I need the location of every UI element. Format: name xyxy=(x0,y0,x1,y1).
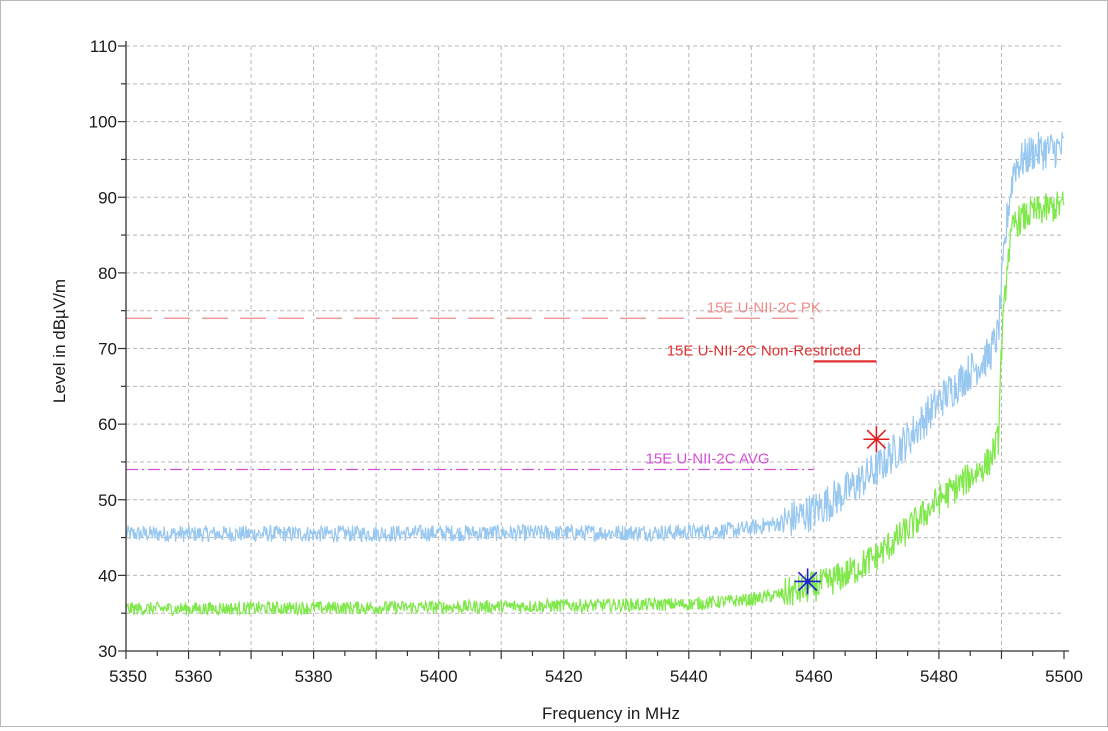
marker-asterisk-icon xyxy=(863,426,890,453)
y-tick-label: 60 xyxy=(98,415,117,434)
markers xyxy=(794,426,890,595)
y-tick-label: 40 xyxy=(98,566,117,585)
grid-lines xyxy=(126,45,1064,651)
x-tick-label: 5400 xyxy=(420,667,458,686)
limit-line-label: 15E U-NII-2C PK xyxy=(707,299,821,316)
x-tick-label: 5440 xyxy=(670,667,708,686)
trace-line xyxy=(125,191,1065,617)
x-tick-label: 5460 xyxy=(795,667,833,686)
y-tick-label: 90 xyxy=(98,188,117,207)
y-tick-label: 80 xyxy=(98,264,117,283)
axes xyxy=(118,41,1069,659)
y-tick-label: 110 xyxy=(90,37,117,56)
y-tick-label: 70 xyxy=(98,340,117,359)
y-tick-label: 30 xyxy=(98,642,117,661)
y-axis-label: Level in dBµV/m xyxy=(50,279,69,403)
limit-line-label: 15E U-NII-2C AVG xyxy=(646,451,770,468)
x-tick-label: 5500 xyxy=(1045,667,1083,686)
limit-lines: 15E U-NII-2C PK 15E U-NII-2C AVG 15E U-NII… xyxy=(126,299,877,471)
data-traces xyxy=(125,131,1065,617)
x-tick-label: 5360 xyxy=(175,667,213,686)
tick-labels: 5350 5360 5380 5400 5420 5440 5460 5480 5500 30 40… xyxy=(89,37,1083,686)
x-tick-label: 5350 xyxy=(109,667,147,686)
x-tick-label: 5480 xyxy=(920,667,958,686)
trace-line xyxy=(125,131,1065,544)
x-tick-label: 5420 xyxy=(545,667,583,686)
x-axis-label: Frequency in MHz xyxy=(542,704,680,723)
x-tick-label: 5380 xyxy=(295,667,333,686)
y-tick-label: 100 xyxy=(89,113,117,132)
limit-line-label: 15E U-NII-2C Non-Restricted xyxy=(667,342,861,359)
marker-stroke xyxy=(866,429,887,450)
y-tick-label: 50 xyxy=(98,491,117,510)
marker-asterisk-icon xyxy=(794,568,821,595)
marker-stroke xyxy=(797,571,818,592)
